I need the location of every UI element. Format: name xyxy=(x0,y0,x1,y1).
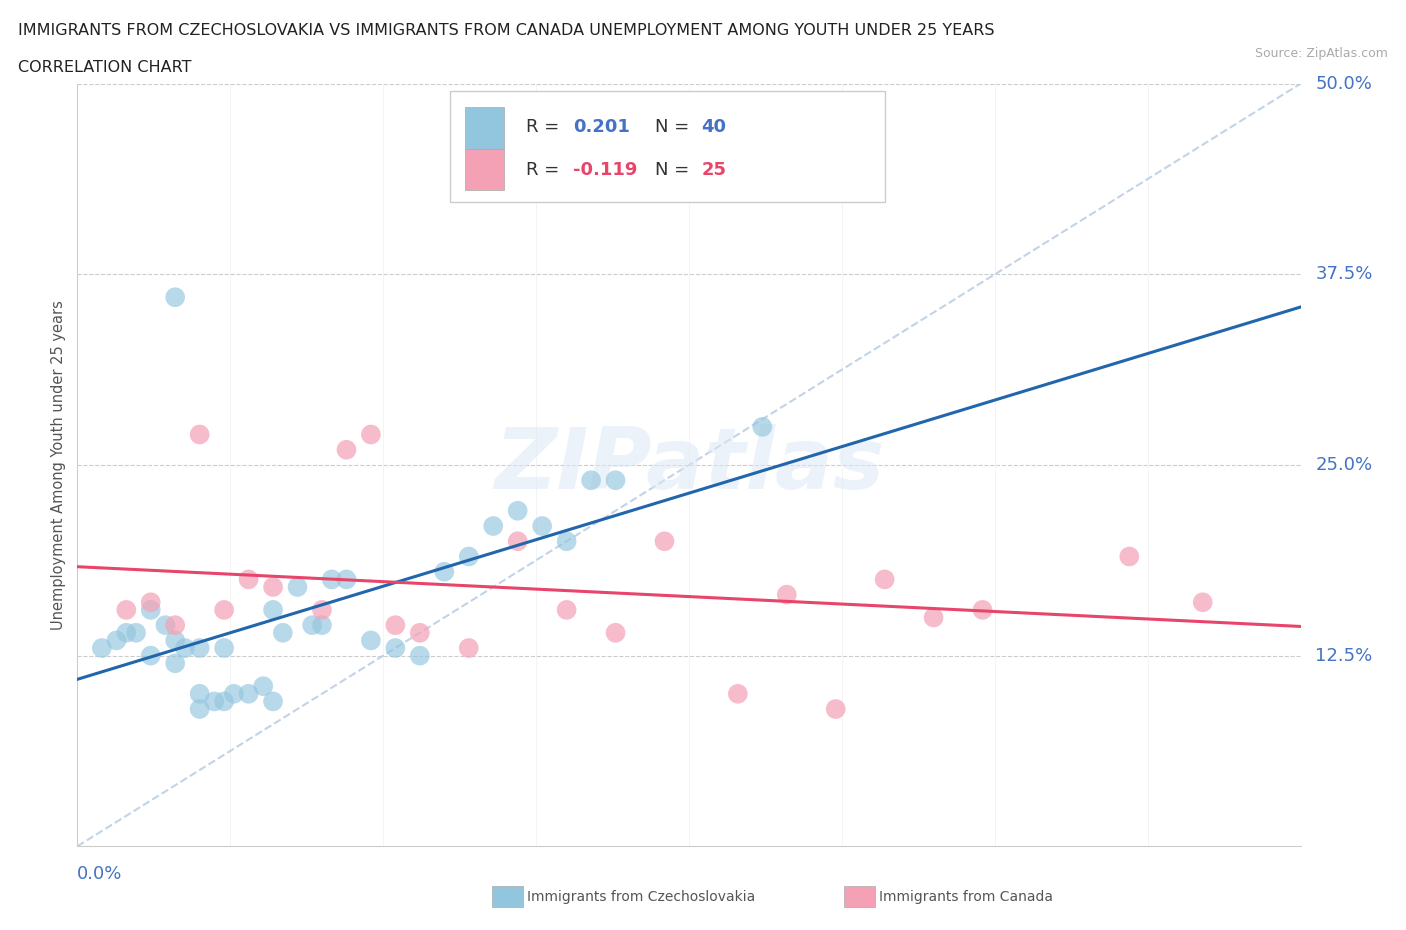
Text: 0.201: 0.201 xyxy=(572,118,630,136)
Point xyxy=(1118,549,1140,564)
Point xyxy=(972,603,994,618)
Text: R =: R = xyxy=(526,118,565,136)
Point xyxy=(188,701,211,716)
Point xyxy=(751,419,773,434)
Text: N =: N = xyxy=(655,118,695,136)
Point xyxy=(188,427,211,442)
Point xyxy=(531,519,554,534)
FancyBboxPatch shape xyxy=(450,91,884,202)
Text: Immigrants from Canada: Immigrants from Canada xyxy=(879,889,1053,904)
Point xyxy=(482,519,505,534)
Text: 25: 25 xyxy=(702,161,725,179)
Text: -0.119: -0.119 xyxy=(572,161,637,179)
Point xyxy=(262,603,284,618)
Point xyxy=(384,641,406,656)
Point xyxy=(433,565,456,579)
Point xyxy=(873,572,896,587)
Point xyxy=(457,641,479,656)
Point xyxy=(165,290,187,305)
Point xyxy=(335,572,357,587)
Point xyxy=(321,572,343,587)
Y-axis label: Unemployment Among Youth under 25 years: Unemployment Among Youth under 25 years xyxy=(51,300,66,630)
Text: CORRELATION CHART: CORRELATION CHART xyxy=(18,60,191,75)
Point xyxy=(212,641,235,656)
Point xyxy=(824,701,846,716)
Point xyxy=(174,641,197,656)
Point xyxy=(139,595,162,610)
Point xyxy=(579,472,602,487)
Point xyxy=(311,618,333,632)
Point xyxy=(506,503,529,518)
Point xyxy=(654,534,676,549)
Text: 40: 40 xyxy=(702,118,725,136)
Point xyxy=(155,618,177,632)
Point xyxy=(360,427,382,442)
Text: Immigrants from Czechoslovakia: Immigrants from Czechoslovakia xyxy=(527,889,755,904)
Point xyxy=(605,472,627,487)
Point xyxy=(287,579,309,594)
Point xyxy=(212,694,235,709)
Text: IMMIGRANTS FROM CZECHOSLOVAKIA VS IMMIGRANTS FROM CANADA UNEMPLOYMENT AMONG YOUT: IMMIGRANTS FROM CZECHOSLOVAKIA VS IMMIGR… xyxy=(18,23,995,38)
Point xyxy=(165,633,187,648)
Point xyxy=(311,603,333,618)
Point xyxy=(335,443,357,458)
Text: 12.5%: 12.5% xyxy=(1315,646,1372,665)
Point xyxy=(262,694,284,709)
Point xyxy=(238,572,260,587)
Point xyxy=(238,686,260,701)
Text: 25.0%: 25.0% xyxy=(1315,456,1372,474)
Point xyxy=(202,694,225,709)
Text: N =: N = xyxy=(655,161,695,179)
Point xyxy=(409,625,432,640)
Point xyxy=(139,648,162,663)
Point xyxy=(125,625,148,640)
Bar xyxy=(465,107,505,149)
Point xyxy=(271,625,294,640)
Point xyxy=(727,686,749,701)
Point xyxy=(252,679,274,694)
Point xyxy=(139,603,162,618)
Bar xyxy=(465,149,505,191)
Point xyxy=(555,534,578,549)
Point xyxy=(115,625,138,640)
Point xyxy=(384,618,406,632)
Point xyxy=(262,579,284,594)
Point xyxy=(115,603,138,618)
Point xyxy=(776,587,799,602)
Point xyxy=(506,534,529,549)
Text: ZIPatlas: ZIPatlas xyxy=(494,423,884,507)
Point xyxy=(409,648,432,663)
Text: R =: R = xyxy=(526,161,565,179)
Point xyxy=(222,686,245,701)
Text: 37.5%: 37.5% xyxy=(1315,265,1372,284)
Text: 0.0%: 0.0% xyxy=(77,865,122,884)
Point xyxy=(188,686,211,701)
Point xyxy=(457,549,479,564)
Point xyxy=(90,641,112,656)
Point xyxy=(188,641,211,656)
Point xyxy=(212,603,235,618)
Point xyxy=(922,610,945,625)
Point xyxy=(1191,595,1213,610)
Text: 50.0%: 50.0% xyxy=(1315,74,1372,93)
Point xyxy=(301,618,323,632)
Point xyxy=(360,633,382,648)
Point xyxy=(605,625,627,640)
Point xyxy=(105,633,128,648)
Text: Source: ZipAtlas.com: Source: ZipAtlas.com xyxy=(1254,46,1388,60)
Point xyxy=(555,603,578,618)
Point xyxy=(165,656,187,671)
Point xyxy=(165,618,187,632)
